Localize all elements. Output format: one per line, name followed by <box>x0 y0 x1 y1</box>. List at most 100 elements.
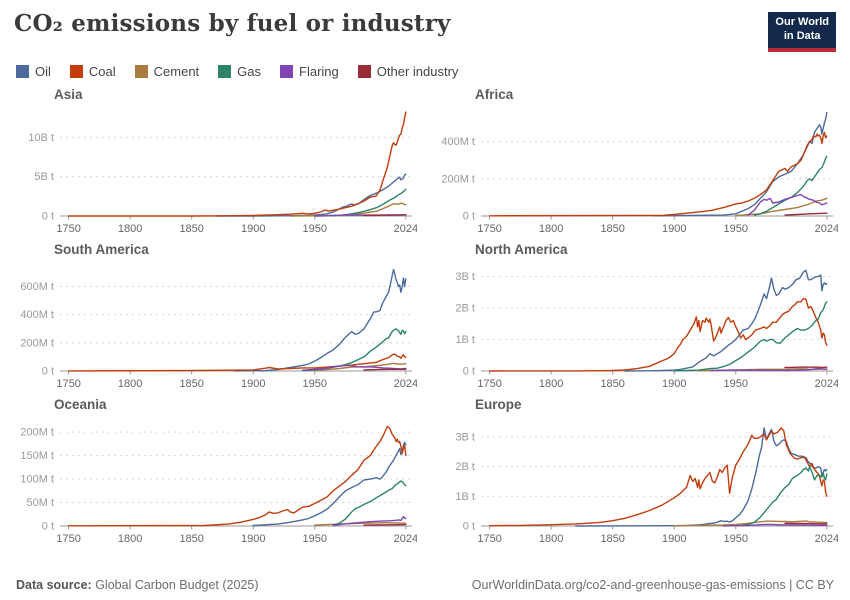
y-tick-label: 50M t <box>26 497 54 509</box>
chart-panel-title: Oceania <box>54 397 107 412</box>
x-tick-label: 1850 <box>600 533 624 545</box>
legend-item-oil[interactable]: Oil <box>16 64 51 79</box>
x-tick-label: 1900 <box>662 223 686 235</box>
chart-canvas-europe: 0 t 1B t 2B t 3B t 1750 1800 1850 1900 1950 2024 <box>433 413 839 545</box>
series-line-gas <box>332 480 407 526</box>
legend-item-cement[interactable]: Cement <box>134 64 199 79</box>
chart-canvas-africa: 0 t 200M t 400M t 1750 1800 1850 1900 1950 2024 <box>433 103 839 235</box>
legend-swatch-icon <box>280 65 294 78</box>
chart-canvas-north-america: 0 t 1B t 2B t 3B t 1750 1800 1850 1900 1950 2024 <box>433 258 839 390</box>
legend-label: Oil <box>35 64 51 79</box>
data-source-text: Global Carbon Budget (2025) <box>91 578 259 592</box>
y-tick-label: 150M t <box>20 450 54 462</box>
series-line-coal <box>488 131 828 217</box>
y-tick-label: 2B t <box>455 461 475 473</box>
y-tick-label: 3B t <box>455 431 475 443</box>
charts-grid: Asia 0 t 5B t 10B t 1750 1800 1850 1900 1950 202… <box>0 81 850 545</box>
y-tick-label: 600M t <box>20 281 54 293</box>
chart-panel-title: South America <box>54 242 149 257</box>
x-tick-label: 1950 <box>303 378 327 390</box>
series-line-cement <box>314 362 407 372</box>
series-line-flaring <box>332 515 407 527</box>
series-line-coal <box>488 427 828 527</box>
legend-item-coal[interactable]: Coal <box>69 64 116 79</box>
chart-plot: 0 t 1B t 2B t 3B t 1750 1800 1850 1900 1950 2024 <box>455 269 839 390</box>
legend-item-gas[interactable]: Gas <box>218 64 261 79</box>
y-tick-label: 0 t <box>42 211 54 223</box>
x-tick-label: 1950 <box>303 223 327 235</box>
legend-swatch-icon <box>16 65 29 78</box>
legend-swatch-icon <box>218 65 232 78</box>
x-tick-label: 1800 <box>539 378 563 390</box>
series-line-gas <box>753 155 828 216</box>
series-line-other-industry <box>363 214 407 217</box>
legend: Oil Coal Cement Gas Flaring Other industry <box>0 56 850 81</box>
y-tick-label: 10B t <box>28 132 54 144</box>
x-tick-label: 1850 <box>179 533 203 545</box>
x-tick-label: 1750 <box>477 378 501 390</box>
legend-item-other-industry[interactable]: Other industry <box>357 64 459 79</box>
y-tick-label: 0 t <box>463 211 475 223</box>
x-tick-label: 1850 <box>179 223 203 235</box>
footer: Data source: Global Carbon Budget (2025)… <box>0 578 850 592</box>
x-tick-label: 1800 <box>539 533 563 545</box>
chart-plot: 0 t 200M t 400M t 600M t 1750 1800 1850 1900 195… <box>20 268 418 390</box>
y-tick-label: 0 t <box>42 366 54 378</box>
chart-panel-title: Africa <box>475 87 514 102</box>
series-line-gas <box>673 301 828 372</box>
chart-plot: 0 t 1B t 2B t 3B t 1750 1800 1850 1900 1950 2024 <box>455 427 839 545</box>
owid-logo[interactable]: Our World in Data <box>768 12 836 52</box>
series-line-other-industry <box>363 368 407 371</box>
legend-item-flaring[interactable]: Flaring <box>280 64 339 79</box>
series-line-cement <box>314 521 407 526</box>
series-line-flaring <box>747 193 828 216</box>
chart-panel-north-america: North America 0 t 1B t 2B t 3B t 1750 1800 185… <box>433 238 839 390</box>
y-tick-label: 0 t <box>42 521 54 533</box>
y-tick-label: 400M t <box>20 309 54 321</box>
series-line-oil <box>653 111 828 217</box>
chart-plot: 0 t 200M t 400M t 1750 1800 1850 1900 1950 2024 <box>441 111 839 235</box>
series-line-coal <box>67 353 407 372</box>
legend-label: Coal <box>88 64 116 79</box>
legend-label: Gas <box>237 64 262 79</box>
y-tick-label: 0 t <box>463 366 475 378</box>
x-tick-label: 1900 <box>241 533 265 545</box>
x-tick-label: 2024 <box>815 223 838 235</box>
series-line-cement <box>735 197 828 217</box>
legend-label: Flaring <box>299 64 339 79</box>
data-source-label: Data source: <box>16 578 92 592</box>
y-tick-label: 2B t <box>455 303 475 315</box>
x-tick-label: 1750 <box>56 533 80 545</box>
x-tick-label: 1800 <box>539 223 563 235</box>
x-tick-label: 1950 <box>724 378 748 390</box>
y-tick-label: 1B t <box>455 334 475 346</box>
chart-canvas-asia: 0 t 5B t 10B t 1750 1800 1850 1900 1950 2024 <box>12 103 418 235</box>
chart-plot: 0 t 5B t 10B t 1750 1800 1850 1900 1950 2024 <box>28 111 418 235</box>
y-tick-label: 200M t <box>441 173 475 185</box>
x-tick-label: 2024 <box>394 378 417 390</box>
y-tick-label: 400M t <box>441 136 475 148</box>
y-tick-label: 100M t <box>20 474 54 486</box>
y-tick-label: 200M t <box>20 337 54 349</box>
chart-panel-title: North America <box>475 242 568 257</box>
series-line-coal <box>488 297 828 372</box>
x-tick-label: 1900 <box>662 533 686 545</box>
series-line-coal <box>67 111 407 217</box>
chart-panel-asia: Asia 0 t 5B t 10B t 1750 1800 1850 1900 1950 202… <box>12 83 418 235</box>
series-line-oil <box>575 427 828 527</box>
chart-panel-title: Europe <box>475 397 522 412</box>
series-line-oil <box>234 268 407 372</box>
series-line-gas <box>741 465 828 527</box>
x-tick-label: 1850 <box>600 378 624 390</box>
x-tick-label: 1900 <box>662 378 686 390</box>
series-line-coal <box>67 425 407 527</box>
x-tick-label: 1800 <box>118 223 142 235</box>
x-tick-label: 2024 <box>394 533 417 545</box>
series-line-oil <box>624 269 828 372</box>
x-tick-label: 1950 <box>724 533 748 545</box>
header: CO₂ emissions by fuel or industry Our Wo… <box>0 0 850 56</box>
series-line-flaring <box>301 364 407 372</box>
y-tick-label: 0 t <box>463 521 475 533</box>
legend-label: Other industry <box>376 64 459 79</box>
footer-link[interactable]: OurWorldinData.org/co2-and-greenhouse-ga… <box>471 578 834 592</box>
